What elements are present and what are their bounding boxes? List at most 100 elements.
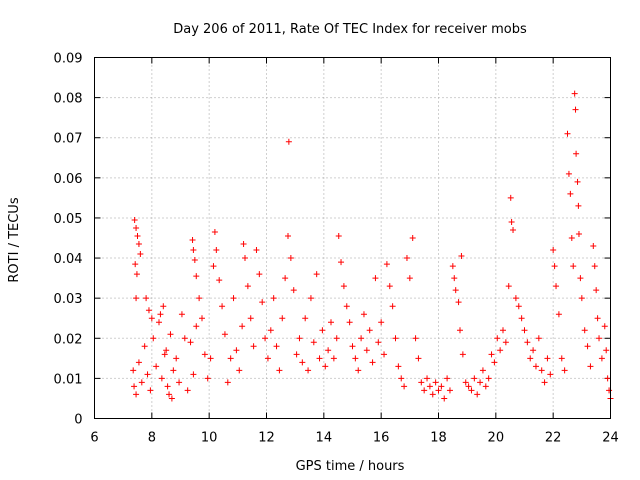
data-point — [578, 295, 585, 302]
data-point — [508, 218, 515, 225]
data-point — [381, 351, 388, 358]
data-point — [163, 347, 170, 354]
data-point — [502, 339, 509, 346]
y-tick-label: 0 — [74, 413, 82, 428]
data-point — [176, 379, 183, 386]
data-point — [553, 283, 560, 290]
data-point — [587, 363, 594, 370]
x-tick-label: 24 — [602, 431, 619, 446]
data-point — [224, 379, 231, 386]
data-point — [161, 351, 168, 358]
x-tick-label: 10 — [201, 431, 218, 446]
plot-frame — [94, 57, 611, 419]
y-tick-label: 0.03 — [54, 292, 83, 307]
data-point — [355, 367, 362, 374]
data-point — [338, 259, 345, 266]
data-point — [500, 327, 506, 334]
data-point — [596, 335, 603, 342]
data-point — [253, 247, 260, 254]
data-point — [471, 375, 478, 382]
data-point — [392, 335, 399, 342]
data-point — [584, 343, 591, 350]
data-point — [325, 347, 332, 354]
data-point — [510, 226, 517, 233]
data-point — [488, 351, 495, 358]
data-point — [444, 375, 451, 382]
data-point — [424, 375, 431, 382]
data-point — [426, 383, 433, 390]
y-axis-title: ROTI / TECUs — [7, 197, 22, 282]
data-point — [550, 247, 557, 254]
data-point — [157, 311, 164, 318]
data-point — [233, 347, 240, 354]
data-point — [568, 235, 575, 241]
data-point — [398, 375, 405, 382]
y-tick-label: 0.02 — [54, 332, 83, 347]
y-tick-label: 0.06 — [54, 172, 83, 187]
data-point — [429, 391, 436, 398]
data-point — [130, 367, 137, 374]
data-point — [575, 202, 582, 209]
data-point — [603, 347, 610, 354]
data-point — [551, 263, 558, 270]
x-tick-label: 8 — [148, 431, 156, 446]
y-tick-label: 0.09 — [54, 52, 83, 67]
data-point — [242, 255, 248, 262]
data-point — [167, 331, 174, 338]
data-point — [143, 295, 150, 302]
data-point — [474, 391, 481, 398]
data-point — [144, 371, 151, 378]
data-point — [482, 383, 489, 390]
data-point — [166, 391, 173, 398]
data-point — [538, 367, 545, 374]
data-point — [572, 106, 579, 113]
y-tick-label: 0.07 — [54, 132, 83, 147]
data-point — [575, 230, 582, 237]
data-point — [153, 363, 160, 370]
data-point — [156, 319, 162, 326]
data-point — [290, 287, 297, 294]
data-point — [145, 307, 152, 314]
data-point — [494, 335, 501, 342]
data-point — [316, 355, 323, 362]
data-point — [352, 355, 359, 362]
data-point — [378, 319, 385, 326]
data-point — [211, 228, 218, 235]
data-point — [227, 355, 234, 362]
data-point — [547, 371, 554, 378]
data-point — [524, 339, 531, 346]
data-point — [173, 355, 180, 362]
data-point — [389, 303, 396, 310]
data-point — [544, 355, 551, 362]
data-point — [150, 335, 157, 342]
data-point — [213, 247, 220, 254]
data-point — [131, 216, 138, 223]
data-point — [328, 319, 334, 326]
x-tick-label: 12 — [258, 431, 275, 446]
y-tick-label: 0.04 — [54, 252, 83, 267]
data-point — [565, 170, 572, 177]
data-point — [452, 287, 459, 294]
data-point — [366, 327, 373, 334]
axis-ticks — [94, 57, 611, 419]
data-point — [449, 263, 456, 270]
data-point — [133, 391, 140, 398]
data-point — [567, 190, 574, 197]
data-point — [432, 379, 439, 386]
data-point — [593, 287, 600, 294]
data-point — [196, 295, 203, 302]
data-point — [360, 311, 367, 318]
data-point — [465, 383, 472, 390]
data-point — [333, 335, 340, 342]
data-point — [590, 243, 597, 250]
data-point — [138, 379, 145, 386]
x-tick-label: 6 — [90, 431, 98, 446]
data-point — [383, 261, 390, 268]
data-point — [515, 303, 522, 310]
data-point — [577, 275, 584, 282]
data-point — [369, 359, 376, 366]
data-point — [507, 194, 514, 201]
data-point — [148, 315, 155, 322]
data-point — [343, 303, 350, 310]
data-point — [415, 355, 422, 362]
